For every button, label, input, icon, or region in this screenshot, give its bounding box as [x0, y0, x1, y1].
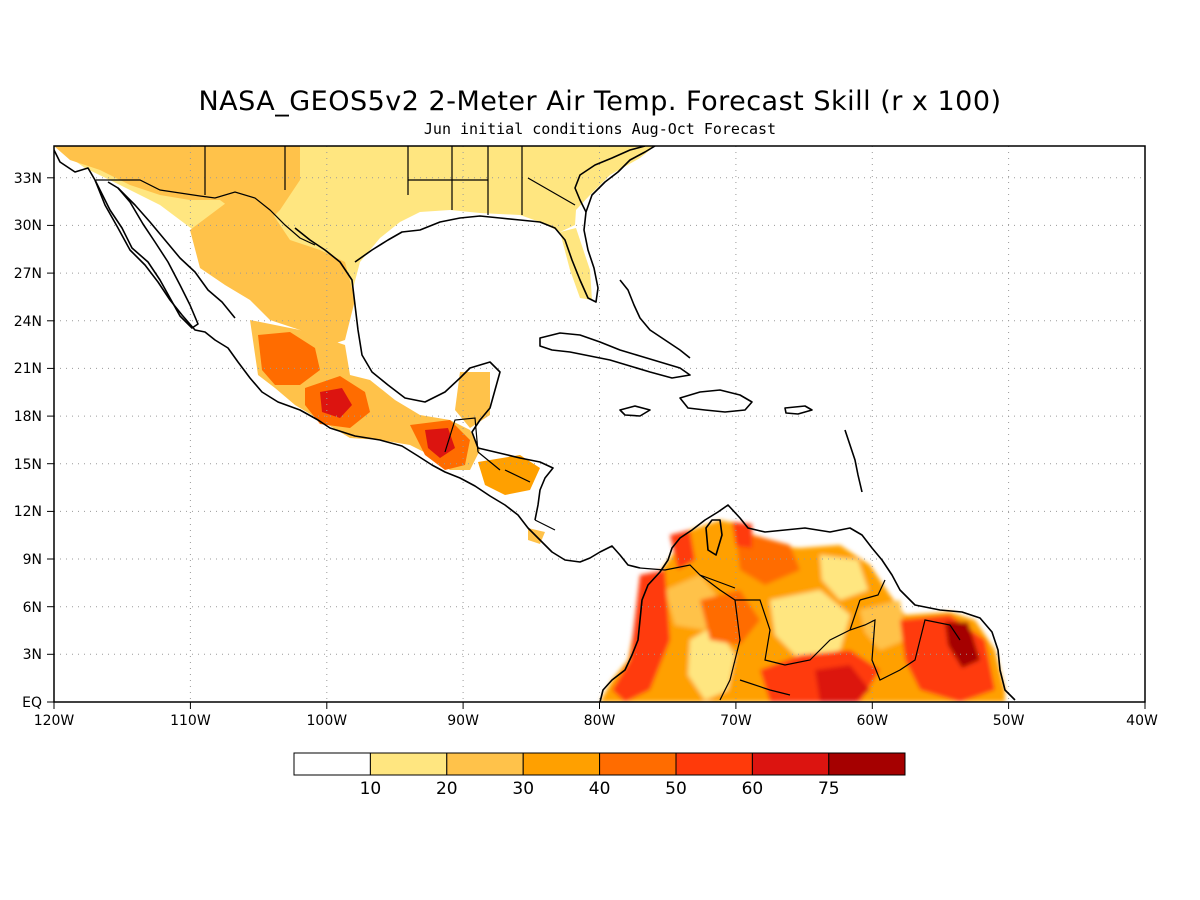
colorbar-label: 75 [818, 779, 840, 799]
colorbar-swatch [599, 752, 677, 776]
y-tick-label: 15N [14, 457, 42, 473]
skill-region-sa-hot-nw [670, 530, 695, 570]
skill-region-sa-mid-2 [860, 600, 905, 650]
skill-region-guatemala-hot [425, 428, 455, 458]
skill-region-sa-lowskill-1 [688, 625, 735, 700]
skill-region-sa-lowskill-2 [770, 590, 850, 660]
x-tick-label: 100W [307, 713, 348, 729]
colorbar-swatch [828, 752, 906, 776]
coastline-north-america [54, 149, 641, 569]
political-borders [96, 146, 961, 701]
skill-region-yucatan [455, 372, 490, 428]
x-tick-label: 90W [447, 713, 479, 729]
x-axis: 120W 110W 100W 90W 80W 70W 60W 50W 40W [34, 702, 1158, 729]
skill-region-sa-lowskill-3 [820, 555, 868, 600]
border-us-mexico [96, 179, 316, 246]
skill-region-mexico-hot [320, 388, 352, 418]
coastline-cuba [539, 332, 691, 379]
skill-region-florida [560, 228, 592, 300]
colorbar-swatch [675, 752, 753, 776]
coastline-us-atlantic [574, 146, 646, 213]
coastlines [54, 146, 1016, 702]
map-plot-area [54, 146, 1145, 702]
y-tick-label: EQ [22, 695, 42, 711]
skill-region-sa-hottest [945, 622, 980, 668]
skill-field-north-america [54, 146, 655, 544]
coastline-puerto-rico [784, 405, 813, 415]
coastline-us-gulf [354, 146, 656, 303]
x-tick-label: 50W [993, 713, 1025, 729]
map-subtitle: Jun initial conditions Aug-Oct Forecast [424, 120, 776, 138]
y-tick-label: 30N [14, 218, 42, 234]
colorbar-label: 20 [436, 779, 458, 799]
y-tick-label: 33N [14, 171, 42, 187]
skill-region-sa-hot-ne [732, 522, 752, 548]
coastline-gulf-of-mexico [294, 227, 554, 521]
border-us-states [204, 146, 576, 215]
coastline-lake-maracaibo [705, 519, 723, 556]
skill-field-south-america [600, 520, 1005, 702]
x-tick-label: 120W [34, 713, 75, 729]
y-tick-label: 9N [23, 552, 42, 568]
colorbar-swatch [751, 752, 830, 776]
map-title: NASA_GEOS5v2 2-Meter Air Temp. Forecast … [198, 86, 1001, 117]
skill-field [54, 146, 1005, 702]
x-tick-label: 110W [170, 713, 211, 729]
x-tick-label: 60W [856, 713, 888, 729]
y-tick-label: 21N [14, 361, 42, 377]
y-tick-label: 12N [14, 504, 42, 520]
coastline-lesser-antilles [844, 429, 863, 493]
colorbar: 10 20 30 40 50 60 75 [293, 752, 906, 799]
skill-region-sa-warm-1 [700, 590, 760, 645]
colorbar-swatch [522, 752, 601, 776]
x-tick-label: 70W [720, 713, 752, 729]
skill-region-mexico-core [258, 332, 320, 385]
border-central-america [444, 417, 556, 531]
coastline-bahamas [619, 279, 691, 359]
colorbar-label: 30 [512, 779, 534, 799]
coastline-gulf-of-california [117, 187, 236, 319]
skill-region-honduras [478, 455, 540, 495]
skill-region-sa-hot-se [815, 665, 870, 702]
skill-region-sa-hot-west [612, 570, 670, 702]
coastline-south-america [599, 504, 1016, 702]
coastline-hispaniola [679, 389, 753, 413]
colorbar-swatch [369, 752, 448, 776]
x-tick-label: 80W [584, 713, 616, 729]
border-south-america [639, 564, 961, 701]
y-tick-label: 18N [14, 409, 42, 425]
colorbar-label: 50 [665, 779, 687, 799]
y-tick-label: 27N [14, 266, 42, 282]
coastline-jamaica [619, 405, 651, 417]
colorbar-swatch [446, 752, 524, 776]
colorbar-label: 10 [360, 779, 382, 799]
y-tick-label: 6N [23, 600, 42, 616]
y-tick-label: 24N [14, 314, 42, 330]
colorbar-label: 40 [589, 779, 611, 799]
colorbar-swatch [293, 752, 371, 776]
coastline-baja-california [94, 179, 199, 329]
x-tick-label: 40W [1126, 713, 1158, 729]
y-tick-label: 3N [23, 647, 42, 663]
y-axis: EQ 3N 6N 9N 12N 15N 18N 21N 24N 27N 30N … [14, 171, 54, 711]
colorbar-label: 60 [742, 779, 764, 799]
skill-region-mexico-north [190, 200, 355, 345]
